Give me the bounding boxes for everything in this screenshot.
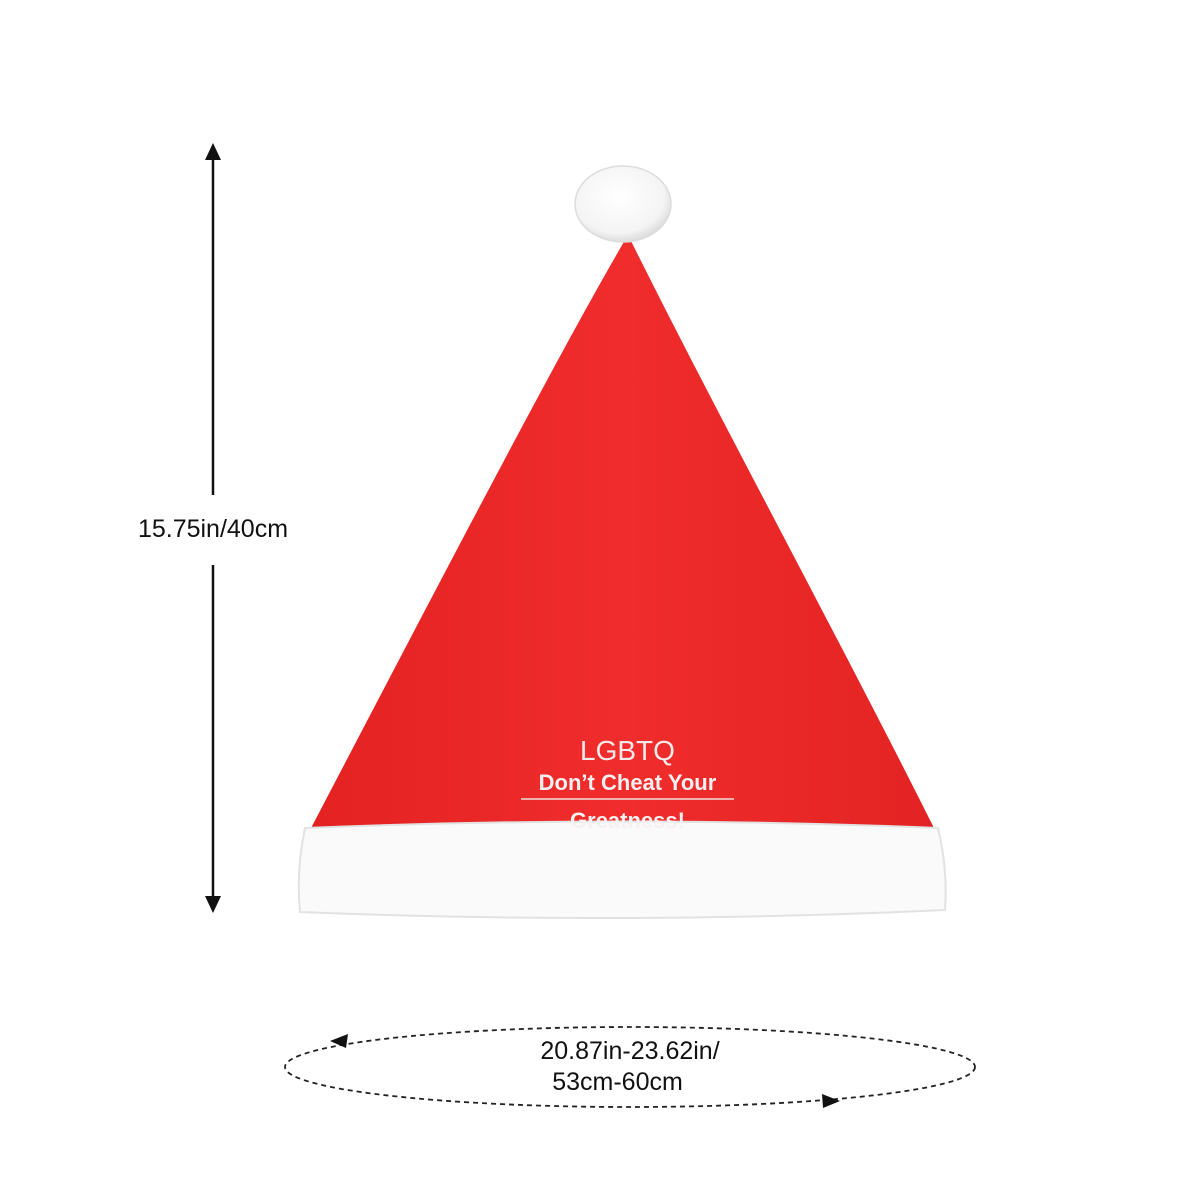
hat-trim [297, 820, 947, 920]
height-arrow [205, 143, 221, 913]
height-label: 15.75in/40cm [137, 515, 289, 543]
circumference-label-1: 20.87in-23.62in/ [540, 1037, 720, 1065]
print-line-2: Don’t Cheat Your [538, 770, 717, 795]
print-line-3: Greatness! [570, 808, 685, 833]
pompom [574, 165, 672, 243]
circumference-indicator [284, 1026, 976, 1108]
circumference-label-2: 53cm-60cm [552, 1068, 683, 1096]
hat-body [310, 235, 935, 830]
print-line-1: LGBTQ [580, 735, 675, 766]
